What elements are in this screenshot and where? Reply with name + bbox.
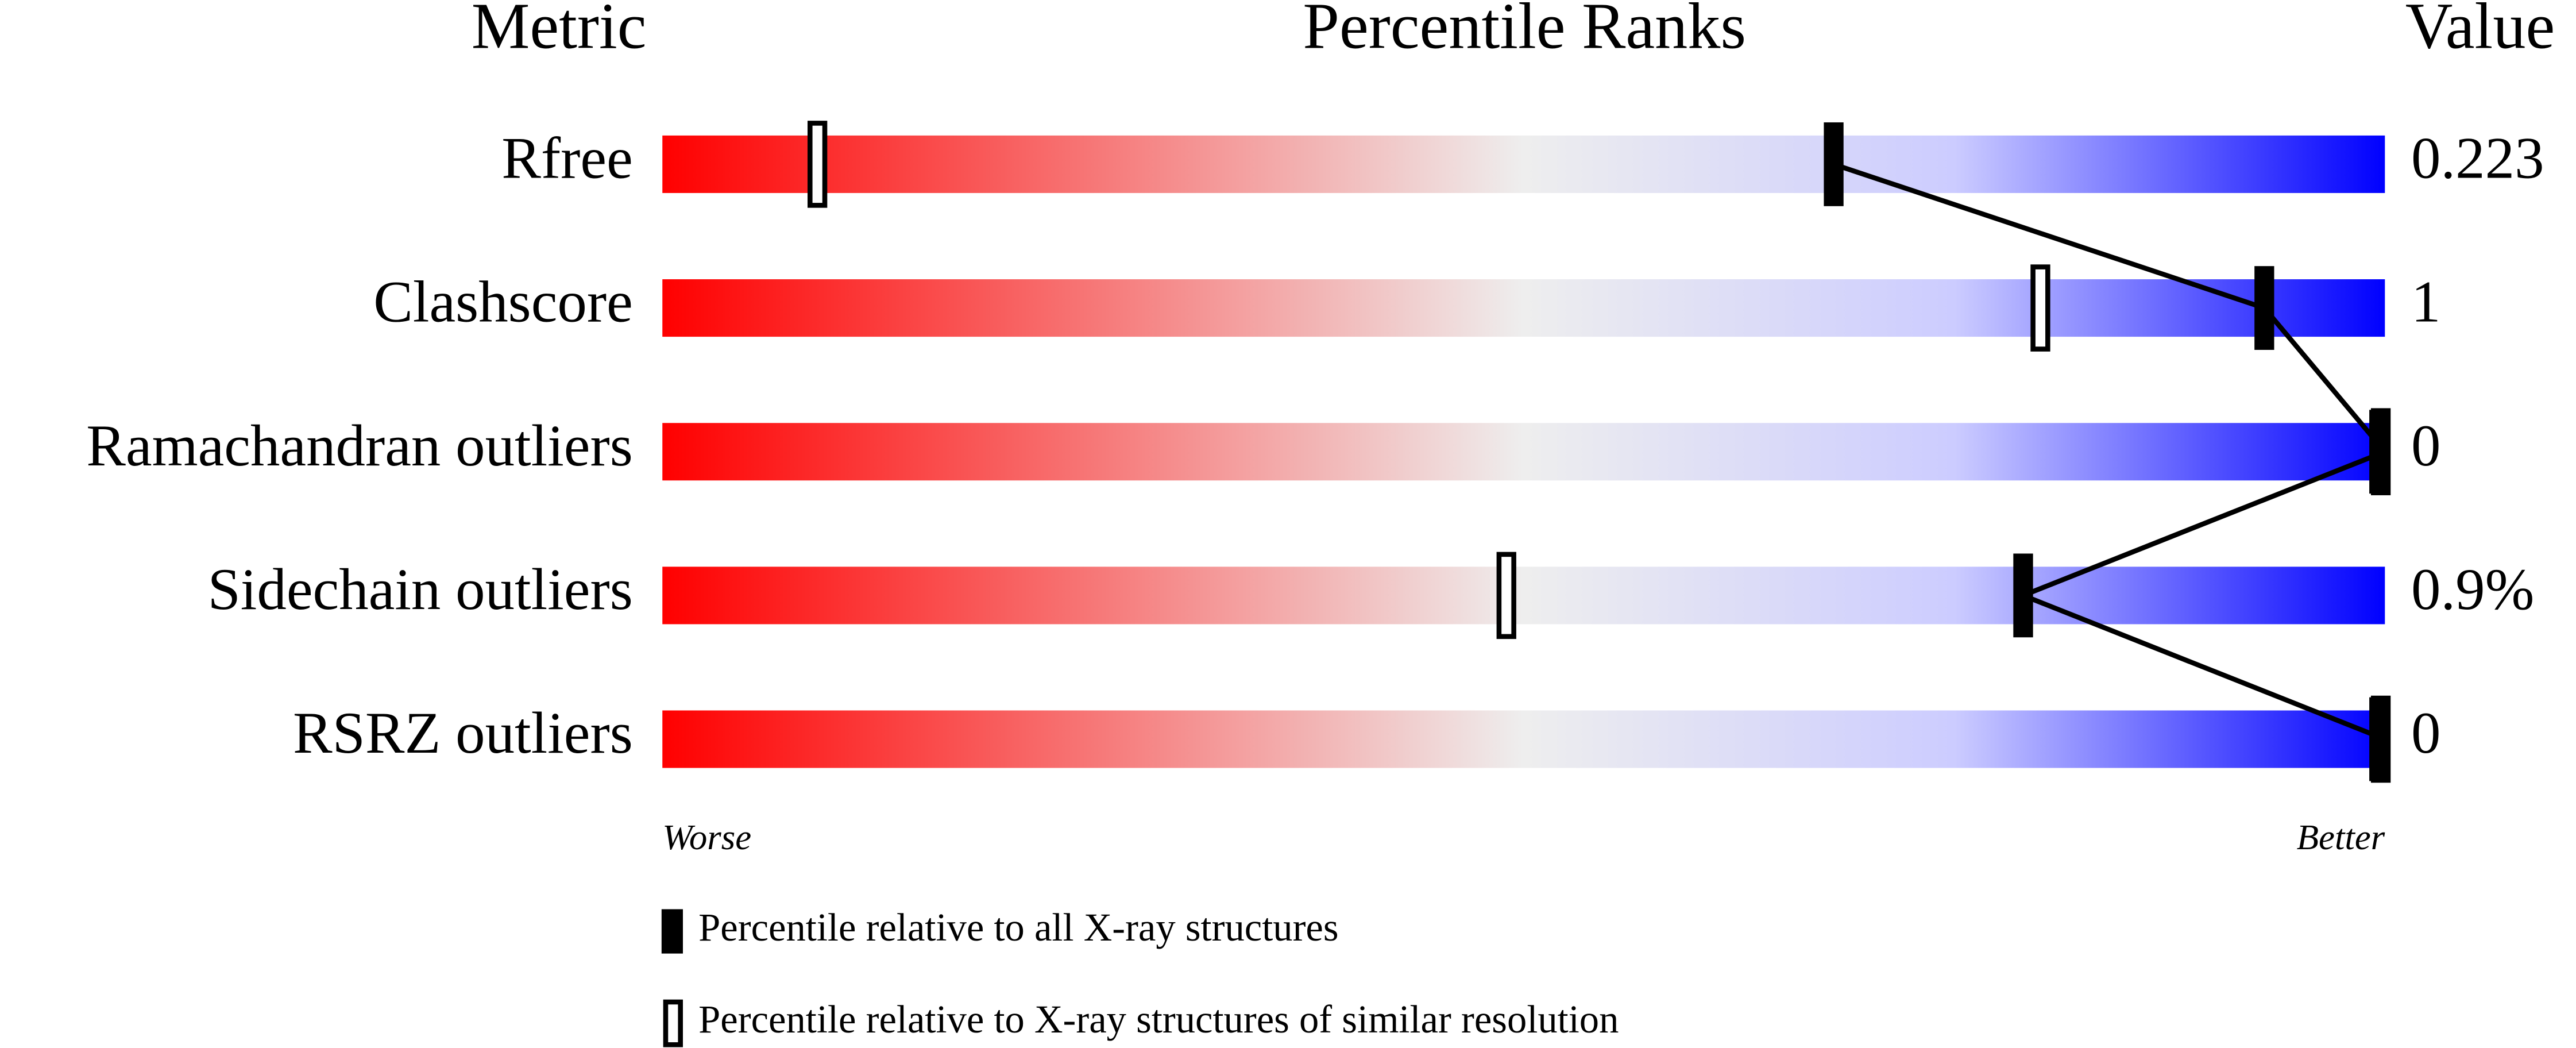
percentile-bar [662,423,2385,481]
percentile-marker-all [1824,122,1844,206]
metric-value: 0 [2411,413,2440,479]
legend-label: Percentile relative to all X-ray structu… [698,906,1338,949]
metric-label: Clashscore [373,269,633,335]
percentile-bar [662,567,2385,625]
percentile-marker-all [2369,697,2389,781]
percentile-marker-similar [808,121,828,208]
percentile-marker-all [2013,553,2033,638]
metric-label: Ramachandran outliers [86,413,633,479]
legend-swatch [663,999,683,1047]
column-header: Value [2405,0,2555,62]
axis-label: Better [2297,817,2385,857]
percentile-marker-all [2254,266,2274,350]
percentile-marker-similar [2030,264,2050,352]
metric-value: 0 [2411,700,2440,766]
percentile-bar [662,135,2385,193]
column-header: Metric [472,0,647,62]
metric-label: Rfree [501,126,633,191]
metric-value: 0.223 [2411,126,2544,191]
percentile-marker-all [2369,410,2389,494]
percentile-bar [662,279,2385,337]
percentile-bar [662,710,2385,768]
legend-label: Percentile relative to X-ray structures … [698,997,1619,1041]
metric-value: 0.9% [2411,557,2534,622]
metric-label: RSRZ outliers [293,700,633,766]
column-header: Percentile Ranks [1303,0,1746,62]
metric-value: 1 [2411,269,2440,335]
legend-swatch [661,909,683,954]
axis-label: Worse [662,817,751,857]
percentile-marker-similar [1496,552,1516,639]
metric-label: Sidechain outliers [208,557,633,622]
